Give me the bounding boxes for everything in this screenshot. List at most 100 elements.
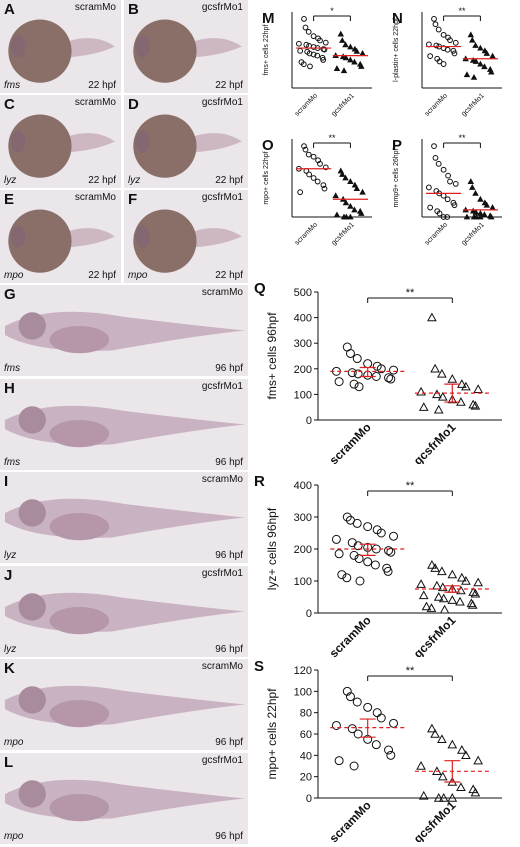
data-point — [342, 573, 352, 583]
data-point — [425, 184, 432, 191]
data-point — [349, 379, 359, 389]
data-point — [340, 67, 348, 74]
data-point — [427, 559, 437, 569]
data-point — [430, 563, 440, 572]
data-point — [470, 787, 481, 797]
data-point — [432, 580, 442, 590]
data-point — [477, 60, 484, 67]
y-axis-label: fms+ cells 96hpf — [265, 312, 279, 400]
panel-letter: B — [128, 1, 139, 18]
y-tick-label: 100 — [294, 389, 312, 401]
larva-yolk — [49, 793, 110, 822]
data-point — [440, 31, 447, 38]
data-point — [445, 172, 451, 179]
data-point — [477, 213, 484, 220]
larva-yolk — [49, 325, 110, 354]
data-point — [302, 24, 309, 31]
y-tick-label: 20 — [300, 772, 312, 784]
data-point — [353, 541, 363, 551]
data-point — [358, 62, 365, 69]
y-tick-label: 300 — [294, 512, 312, 524]
x-tick-label: gcsfrMo1 — [461, 92, 486, 117]
data-point — [352, 518, 362, 528]
panel-probe: fms — [4, 456, 21, 468]
data-point — [358, 210, 365, 216]
data-point — [383, 566, 393, 576]
data-point — [305, 28, 312, 35]
data-point — [322, 164, 329, 171]
data-point — [451, 50, 458, 57]
panel-stage: 96 hpf — [215, 831, 243, 842]
larva-yolk — [49, 419, 110, 447]
data-point — [436, 210, 443, 217]
data-point — [470, 400, 481, 410]
data-point — [444, 196, 451, 203]
data-point — [461, 750, 471, 760]
data-point — [310, 44, 317, 50]
panel-probe: lyz — [128, 175, 141, 186]
data-point — [473, 755, 484, 765]
data-point — [334, 756, 344, 766]
data-point — [300, 61, 307, 68]
larva-eye — [18, 312, 46, 340]
data-point — [331, 720, 341, 730]
panel-letter: I — [4, 473, 9, 491]
chart-panel: 0 100 200 300 400 lyz+ cells 96hpf scramMo gcsf… — [254, 467, 520, 661]
data-point — [363, 359, 373, 369]
significance-label: ** — [328, 133, 336, 143]
panel-letter: A — [4, 1, 15, 18]
data-point — [481, 211, 488, 218]
data-point — [472, 57, 480, 64]
data-point — [450, 47, 457, 54]
y-axis-label: l-plastin+ cells 22hpf — [393, 18, 400, 82]
larva-eye — [18, 593, 46, 621]
panel-stage: 96 hpf — [215, 643, 243, 655]
x-tick-label: scramMo — [424, 92, 449, 117]
panel-condition: gcsfrMo1 — [201, 97, 243, 108]
embryo-image — [133, 114, 242, 178]
panel-letter: Q — [254, 280, 266, 297]
data-point — [305, 151, 312, 158]
data-point — [461, 381, 471, 391]
data-point — [353, 369, 363, 379]
x-tick-label: gcsfrMo1 — [331, 92, 356, 117]
embryo-image — [8, 209, 115, 273]
data-point — [473, 577, 484, 587]
larva-eye — [18, 780, 46, 808]
data-point — [433, 591, 444, 601]
significance-label: * — [330, 6, 334, 16]
panel-stage: 96 hpf — [215, 550, 243, 562]
data-point — [431, 16, 437, 22]
x-tick-label: gcsfrMo1 — [411, 613, 459, 657]
chart-panel: mpo+ cells 22hpf scramMo gcsfrMo1 ** O — [258, 127, 378, 249]
data-point — [331, 534, 341, 544]
data-point — [386, 547, 396, 557]
y-axis-label: fms+ cells 22hpf — [263, 25, 270, 76]
data-point — [467, 599, 478, 609]
significance-label: ** — [406, 287, 415, 299]
data-point — [297, 47, 304, 54]
chart-svg: 0 100 200 300 400 500 fms+ cells 96hpf scramMo g… — [265, 287, 502, 468]
chart-svg: l-plastin+ cells 22hpf scramMo gcsfrMo1 ** — [393, 6, 502, 118]
data-point — [376, 364, 386, 374]
data-point — [343, 213, 350, 220]
data-point — [386, 750, 396, 760]
significance-label: ** — [458, 133, 466, 143]
data-point — [301, 16, 307, 22]
data-point — [334, 377, 344, 387]
data-point — [337, 570, 347, 580]
y-tick-label: 0 — [306, 793, 312, 805]
data-point — [437, 566, 447, 576]
data-point — [339, 37, 346, 43]
y-tick-label: 120 — [294, 665, 312, 677]
data-point — [384, 745, 394, 755]
data-point — [440, 214, 447, 220]
data-point — [440, 61, 447, 67]
panel-probe: mpo — [128, 270, 148, 281]
panel-letter: K — [4, 660, 15, 678]
x-tick-label: gcsfrMo1 — [331, 221, 356, 246]
panel-letter: O — [262, 137, 274, 154]
panel-letter: H — [4, 379, 15, 397]
larva-yolk — [49, 513, 110, 541]
